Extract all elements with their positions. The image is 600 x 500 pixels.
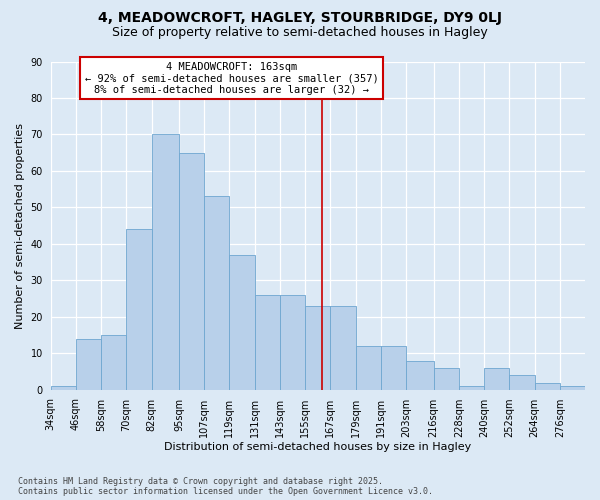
Bar bbox=[152, 134, 179, 390]
Bar bbox=[484, 368, 509, 390]
Bar bbox=[76, 338, 101, 390]
Y-axis label: Number of semi-detached properties: Number of semi-detached properties bbox=[15, 122, 25, 328]
Bar bbox=[204, 196, 229, 390]
Text: Contains HM Land Registry data © Crown copyright and database right 2025.
Contai: Contains HM Land Registry data © Crown c… bbox=[18, 476, 433, 496]
Bar bbox=[331, 306, 356, 390]
Bar bbox=[305, 306, 331, 390]
Text: Size of property relative to semi-detached houses in Hagley: Size of property relative to semi-detach… bbox=[112, 26, 488, 39]
Bar bbox=[509, 375, 535, 390]
Bar bbox=[406, 360, 434, 390]
Bar bbox=[381, 346, 406, 390]
Text: 4 MEADOWCROFT: 163sqm
← 92% of semi-detached houses are smaller (357)
8% of semi: 4 MEADOWCROFT: 163sqm ← 92% of semi-deta… bbox=[85, 62, 379, 94]
Bar bbox=[229, 255, 254, 390]
Bar bbox=[535, 382, 560, 390]
Bar bbox=[459, 386, 484, 390]
Bar bbox=[280, 295, 305, 390]
Bar bbox=[434, 368, 459, 390]
Bar bbox=[179, 152, 204, 390]
Bar bbox=[560, 386, 585, 390]
Bar bbox=[254, 295, 280, 390]
Bar bbox=[127, 230, 152, 390]
Text: 4, MEADOWCROFT, HAGLEY, STOURBRIDGE, DY9 0LJ: 4, MEADOWCROFT, HAGLEY, STOURBRIDGE, DY9… bbox=[98, 11, 502, 25]
Bar bbox=[50, 386, 76, 390]
X-axis label: Distribution of semi-detached houses by size in Hagley: Distribution of semi-detached houses by … bbox=[164, 442, 472, 452]
Bar bbox=[356, 346, 381, 390]
Bar bbox=[101, 335, 127, 390]
